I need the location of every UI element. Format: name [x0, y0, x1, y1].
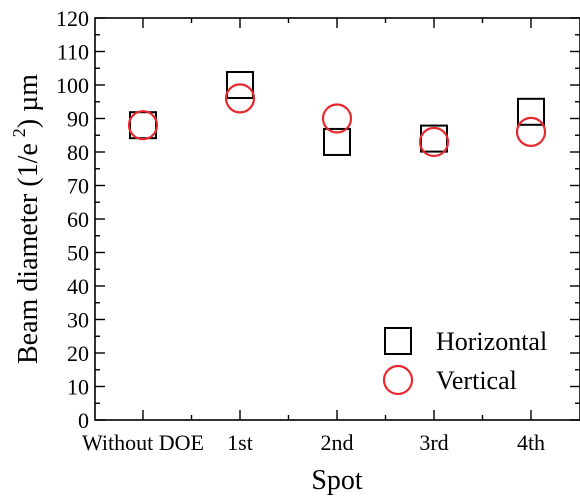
- horizontal-point: [517, 97, 545, 126]
- legend-label: Horizontal: [436, 327, 547, 356]
- y-tick-label: 10: [67, 375, 89, 400]
- y-tick-label: 60: [67, 207, 89, 232]
- y-axis-title-unit: ) µm: [13, 74, 44, 128]
- horizontal-point: [323, 127, 351, 156]
- legend-label: Vertical: [436, 366, 517, 395]
- vertical-point: [418, 126, 450, 158]
- y-tick-label: 110: [57, 40, 89, 65]
- vertical-point: [321, 103, 353, 134]
- vertical-point: [515, 116, 547, 147]
- y-axis-title: Beam diameter (1/e 2) µm: [9, 74, 44, 364]
- legend-marker-vertical: [382, 364, 414, 396]
- vertical-point: [224, 83, 256, 114]
- vertical-point: [127, 110, 159, 141]
- horizontal-point: [129, 111, 157, 140]
- y-tick-label: 20: [67, 341, 89, 366]
- y-tick-label: 40: [67, 274, 89, 299]
- y-tick-label: 80: [67, 140, 89, 165]
- y-axis-title-main: Beam diameter (1/e: [13, 143, 44, 364]
- y-axis-title-superscript: 2: [9, 128, 29, 137]
- y-tick-label: 30: [67, 308, 89, 333]
- horizontal-point: [420, 124, 448, 153]
- x-axis-ticks: Without DOE 1st 2nd 3rd 4th: [82, 18, 545, 455]
- data-markers: [127, 71, 547, 158]
- plot-frame: [94, 17, 580, 421]
- legend-marker-horizontal: [384, 327, 412, 355]
- legend: Horizontal Vertical: [382, 327, 547, 396]
- x-tick-label: 4th: [517, 430, 545, 455]
- x-tick-label: 3rd: [419, 430, 448, 455]
- y-tick-label: 0: [78, 408, 89, 433]
- y-tick-label: 50: [67, 241, 89, 266]
- y-tick-label: 120: [56, 6, 89, 31]
- y-tick-label: 90: [67, 107, 89, 132]
- x-tick-label: 1st: [227, 430, 253, 455]
- x-tick-label: Without DOE: [82, 430, 204, 455]
- horizontal-point: [226, 71, 254, 99]
- y-tick-label: 70: [67, 174, 89, 199]
- x-axis-title: Spot: [311, 465, 363, 496]
- x-tick-label: 2nd: [321, 430, 354, 455]
- y-tick-label: 100: [56, 73, 89, 98]
- y-axis-ticks: 0 10 20 30 40 50 60 70 80 90 100 110 120: [56, 6, 580, 433]
